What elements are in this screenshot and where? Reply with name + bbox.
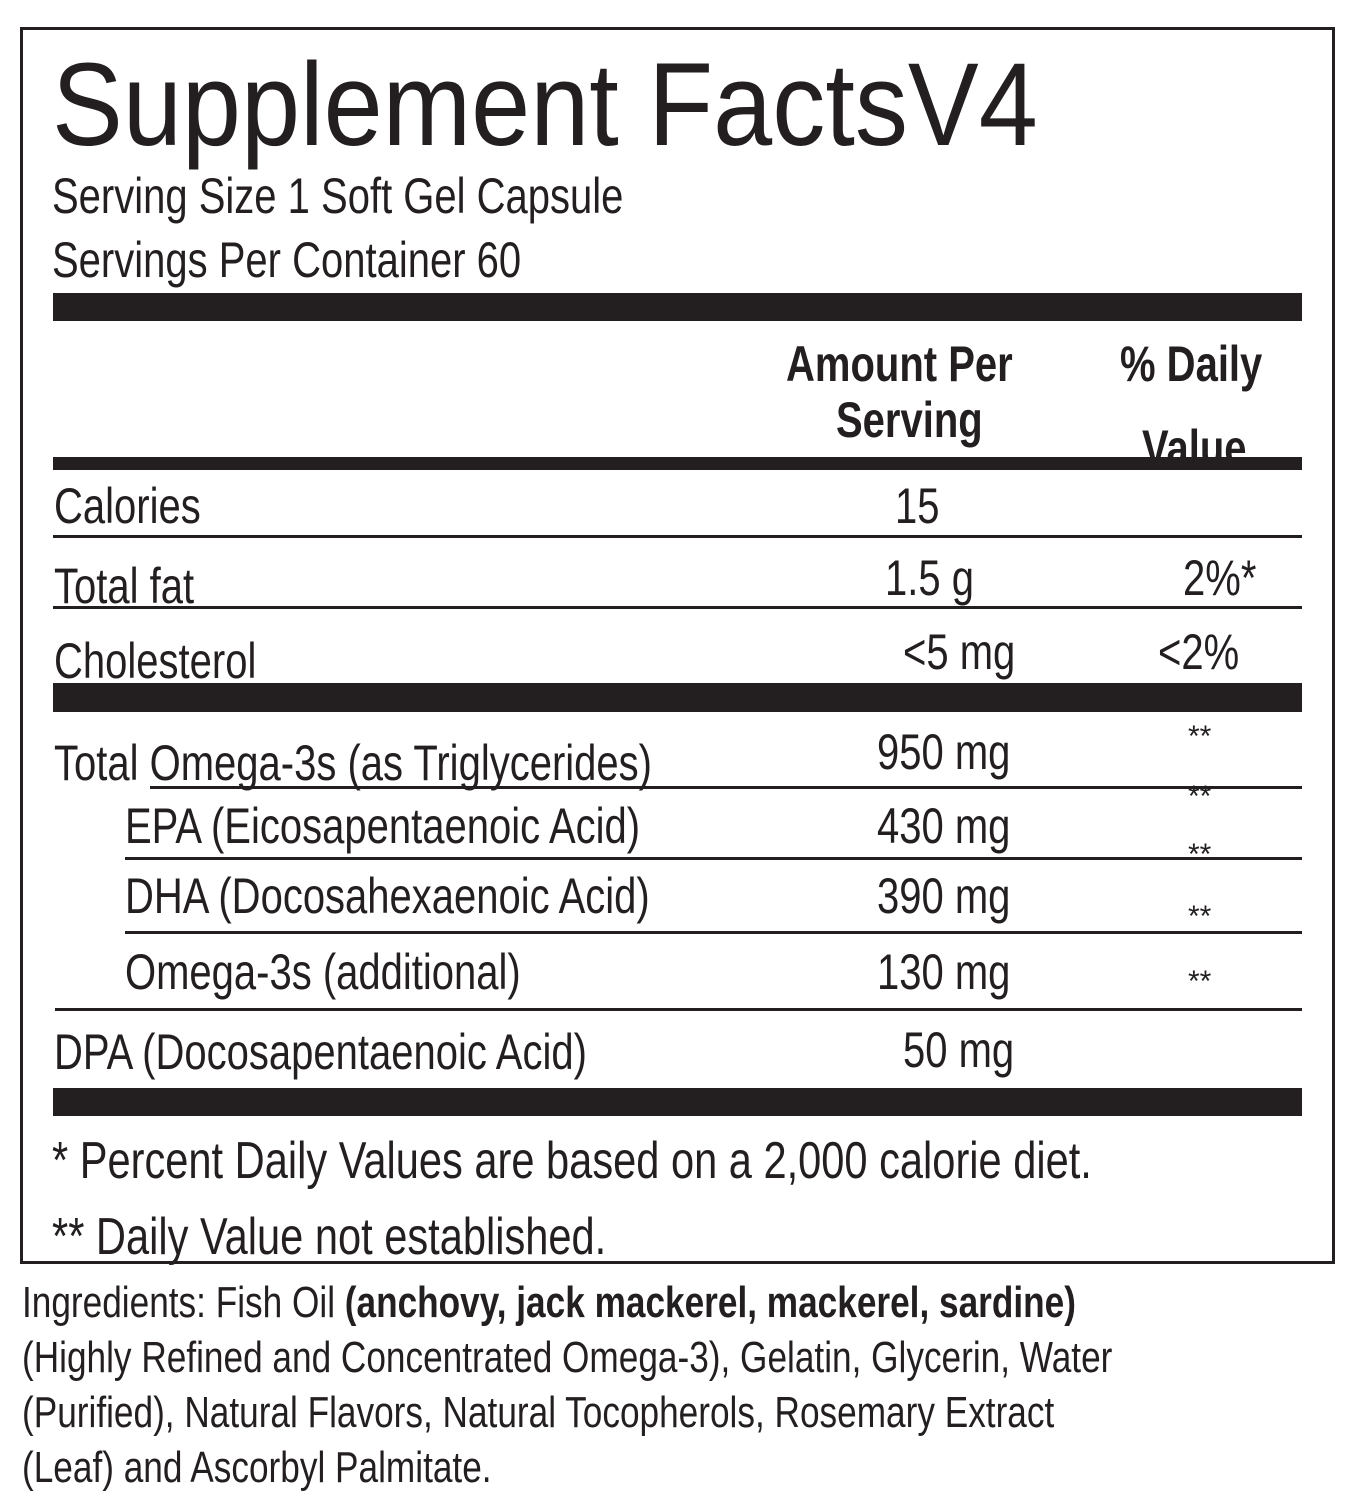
row-name: DPA (Docosapentaenoic Acid) <box>54 1024 587 1080</box>
facts-panel <box>20 27 1335 1264</box>
divider-line <box>53 606 1302 609</box>
row-name: Total Omega-3s (as Triglycerides) <box>54 735 652 791</box>
row-name: DHA (Docosahexaenoic Acid) <box>125 868 650 924</box>
row-name: Total fat <box>54 558 195 614</box>
ingredients-label: Ingredients: Fish Oil <box>22 1278 345 1327</box>
ingredients-line: Ingredients: Fish Oil (anchovy, jack mac… <box>22 1278 1076 1328</box>
row-amount: <5 mg <box>903 624 1016 680</box>
divider-bar <box>53 1088 1302 1116</box>
header-amount: Amount Per <box>786 336 1013 392</box>
ingredients-fish-sources: (anchovy, jack mackerel, mackerel, sardi… <box>344 1278 1076 1327</box>
row-amount: 430 mg <box>877 798 1011 854</box>
divider-line <box>55 1008 1302 1011</box>
row-dv: ** <box>1188 900 1212 933</box>
row-dv: <2% <box>1158 624 1240 680</box>
row-dv: 2%* <box>1183 550 1257 606</box>
header-amount: Serving <box>836 392 983 448</box>
row-amount: 15 <box>895 478 940 534</box>
row-dv: ** <box>1188 838 1212 871</box>
row-dv: ** <box>1188 720 1212 753</box>
row-name: Omega-3s (additional) <box>125 944 521 1000</box>
row-name: Calories <box>54 478 201 534</box>
footnote: * Percent Daily Values are based on a 2,… <box>52 1132 1092 1190</box>
divider-line <box>125 931 1302 934</box>
divider-bar <box>53 457 1302 470</box>
ingredients-line: (Leaf) and Ascorbyl Palmitate. <box>22 1443 492 1492</box>
row-name: Cholesterol <box>54 633 257 689</box>
divider-line <box>150 786 1302 789</box>
row-dv: ** <box>1188 780 1212 813</box>
footnote: ** Daily Value not established. <box>52 1208 607 1266</box>
header-daily-value: % Daily <box>1120 336 1263 392</box>
servings-per-container: Servings Per Container 60 <box>52 232 522 288</box>
row-name: EPA (Eicosapentaenoic Acid) <box>125 798 641 854</box>
serving-size: Serving Size 1 Soft Gel Capsule <box>52 168 624 224</box>
row-amount: 50 mg <box>903 1022 1015 1078</box>
row-amount: 390 mg <box>877 868 1011 924</box>
panel-title: Supplement FactsV4 <box>52 39 1038 171</box>
row-dv: ** <box>1188 965 1212 998</box>
ingredients-line: (Purified), Natural Flavors, Natural Toc… <box>22 1388 1055 1437</box>
row-amount: 950 mg <box>877 724 1011 780</box>
divider-line <box>53 535 1302 538</box>
divider-line <box>125 857 1302 860</box>
ingredients-line: (Highly Refined and Concentrated Omega-3… <box>22 1333 1113 1382</box>
row-amount: 130 mg <box>877 944 1011 1000</box>
row-amount: 1.5 g <box>885 550 974 606</box>
divider-bar <box>53 293 1302 321</box>
divider-bar <box>53 683 1302 712</box>
